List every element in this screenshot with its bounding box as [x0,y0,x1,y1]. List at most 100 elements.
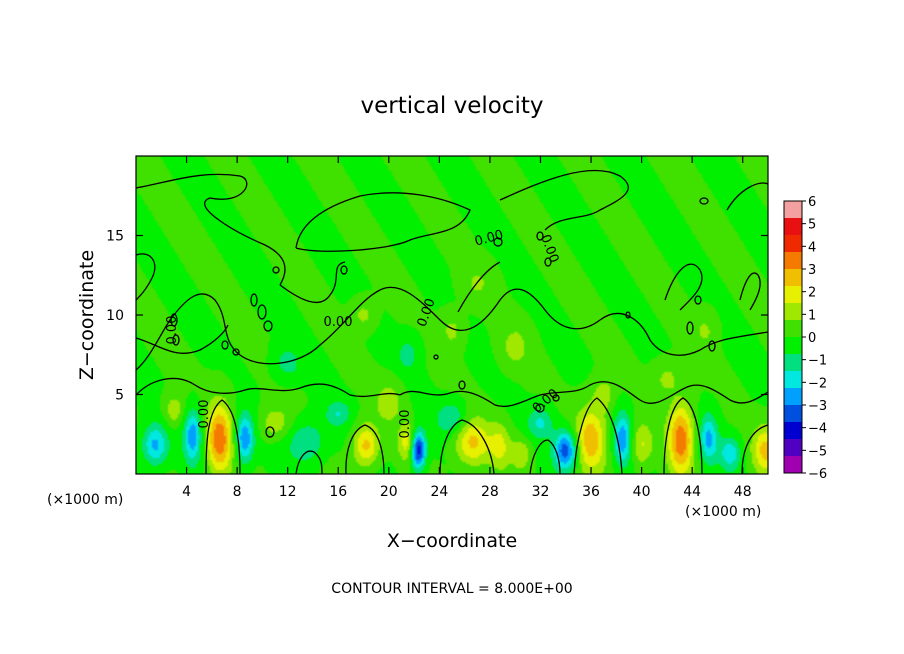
contour-label: 0.00 [398,410,413,439]
contour-label: 0.00 [165,316,180,345]
colorbar-tick-label: 6 [808,195,816,210]
contour-line [726,182,769,211]
contour-line [135,289,381,371]
contour-loop [493,237,503,247]
contour-loop [535,403,545,413]
x-tick-label: 32 [532,484,550,500]
colorbar-tick-label: −3 [808,399,827,414]
colorbar-tick-label: 4 [808,240,816,255]
contour-loop [699,197,709,205]
x-tick-label: 8 [233,484,242,500]
contour-line [499,169,629,231]
colorbar-tick-label: 1 [808,308,816,323]
contour-line [457,261,501,313]
x-tick-label: 12 [279,484,297,500]
contour-line [345,424,385,475]
colorbar-swatch [784,337,802,355]
colorbar-swatch [784,405,802,423]
colorbar-swatch [784,422,802,440]
contour-loop [694,295,702,305]
x-tick-label: 36 [582,484,600,500]
contour-loop [263,320,273,332]
contour-line [399,381,641,407]
contour-line [663,397,703,475]
contour-line [664,263,703,311]
contour-loop [272,266,280,274]
colorbar-swatch [784,201,802,219]
velocity-field [136,156,768,474]
contour-line [279,261,346,304]
colorbar-tick-label: −6 [808,467,827,482]
colorbar-tick-label: −2 [808,376,827,391]
contour-loop [232,348,240,356]
y-tick-label: 10 [106,308,124,324]
contour-loop [544,257,552,267]
contour-line [529,439,561,475]
colorbar-swatch [784,252,802,270]
y-tick-label: 5 [115,388,124,404]
colorbar-tick-label: 2 [808,286,816,301]
colorbar-tick-label: −1 [808,354,827,369]
colorbar-tick-label: 3 [808,263,816,278]
y-ticks: 5 10 15 [106,229,768,404]
colorbar-swatch [784,269,802,287]
y-tick-label: 15 [106,229,124,245]
contour-line [639,384,769,404]
colorbar-tick-label: 0 [808,331,816,346]
colorbar-swatch [784,439,802,457]
x-tick-label: 16 [329,484,347,500]
contour-label: 0.00 [197,400,212,429]
zero-contours [135,169,769,475]
colorbar-swatch [784,235,802,253]
contour-loop [170,313,178,327]
colorbar-swatch [784,371,802,389]
contour-loop [257,304,267,320]
colorbar-tick-label: 5 [808,218,816,233]
colorbar-swatch [784,456,802,474]
contour-loop [625,311,631,319]
colorbar-swatch [784,286,802,304]
contour-loop [552,394,560,402]
contour-loop [265,426,275,438]
x-tick-label: 44 [683,484,701,500]
contour-label: 0.00 [473,228,505,250]
x-unit-right: (×1000 m) [685,504,761,520]
contour-line [295,450,323,475]
contour-line [573,397,623,475]
contour-line [135,173,286,286]
contour-loop [221,340,229,350]
contour-loop [340,265,348,275]
x-axis-label: X−coordinate [387,530,517,552]
chart-title: vertical velocity [361,93,544,119]
colorbar-swatch [784,388,802,406]
x-tick-label: 40 [633,484,651,500]
contour-label: 0.00 [324,315,353,330]
contour-loop [686,321,694,335]
contour-line [739,272,761,311]
contour-loop [250,293,258,307]
colorbar-swatch [784,303,802,321]
x-ticks: 4 8 12 16 20 24 28 32 36 40 44 48 [182,156,752,500]
x-tick-label: 4 [182,484,191,500]
contour-loop [458,380,466,390]
x-tick-label: 28 [481,484,499,500]
contour-line [295,192,471,252]
contour-line [599,312,769,356]
contour-line [135,377,401,398]
contour-loop [536,231,544,241]
contour-line [205,399,241,475]
x-tick-label: 24 [430,484,448,500]
x-tick-label: 48 [734,484,752,500]
x-unit-left: (×1000 m) [47,492,123,508]
colorbar: 6 5 4 3 2 1 0 −1 −2 −3 −4 −5 −6 [783,195,827,482]
contour-line [135,324,229,354]
contour-loop [708,340,716,352]
colorbar-swatch [784,218,802,236]
colorbar-tick-label: −5 [808,444,827,459]
colorbar-swatch [784,354,802,372]
plot-area: 0.00 0.000.00 0.000.00 0.000.000.00 4 8 12 16 2… [106,155,769,500]
contour-loop [433,354,439,360]
contour-line [379,286,601,331]
contour-line [439,419,495,475]
